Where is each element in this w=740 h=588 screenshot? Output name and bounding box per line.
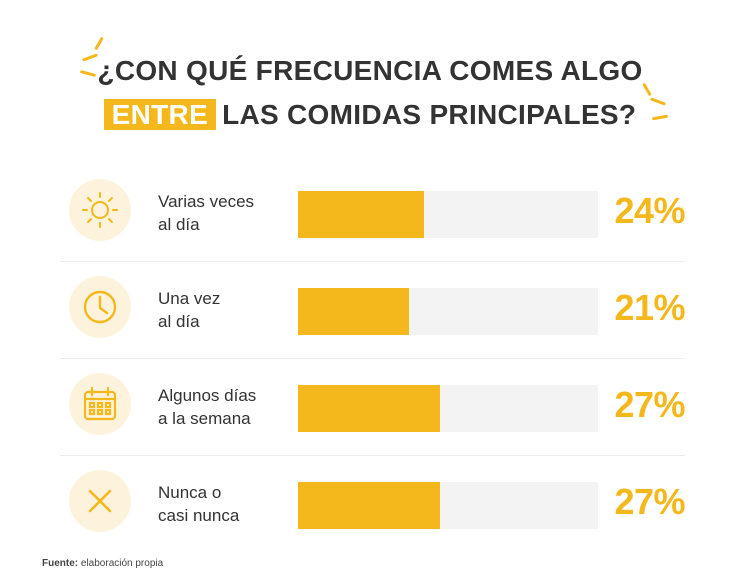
bar-row: Nunca o casi nunca 27%	[60, 456, 685, 553]
bar	[298, 385, 441, 432]
category-label-line-2: al día	[158, 312, 200, 331]
bar-track	[298, 191, 598, 238]
category-label-line-1: Una vez	[158, 289, 221, 308]
chart-title: ¿CON QUÉ FRECUENCIA COMES ALGO ENTRE LAS …	[0, 50, 740, 136]
close-icon	[69, 470, 131, 532]
category-label-line-1: Nunca o	[158, 483, 222, 502]
source-text: elaboración propia	[80, 558, 164, 569]
bar-track	[298, 385, 598, 432]
bar	[298, 288, 409, 335]
category-label: Algunos días a la semana	[158, 384, 256, 430]
category-label-line-2: al día	[158, 215, 200, 234]
category-label-line-2: casi nunca	[158, 506, 240, 525]
bar-track	[298, 482, 598, 529]
category-label: Una vez al día	[158, 287, 220, 333]
category-label: Varias veces al día	[158, 190, 254, 236]
value-label: 24%	[614, 190, 685, 231]
bar-row: Una vez al día 21%	[60, 262, 685, 359]
title-line-2-rest: LAS COMIDAS PRINCIPALES?	[222, 99, 637, 130]
bar	[298, 482, 441, 529]
value-label: 27%	[614, 384, 685, 425]
bar-row: Algunos días a la semana 27%	[60, 359, 685, 456]
row-divider	[60, 358, 685, 359]
bar	[298, 191, 425, 238]
clock-icon	[69, 276, 131, 338]
category-label-line-1: Varias veces	[158, 192, 255, 211]
row-divider	[60, 261, 685, 262]
row-divider	[60, 455, 685, 456]
title-highlight: ENTRE	[103, 99, 217, 130]
sun-icon	[69, 179, 131, 241]
bar-row: Varias veces al día 24%	[60, 165, 685, 262]
category-label-line-2: a la semana	[158, 409, 251, 428]
source-label: Fuente:	[42, 558, 79, 569]
bar-track	[298, 288, 598, 335]
calendar-icon	[69, 373, 131, 435]
source-note: Fuente: elaboración propia	[42, 558, 163, 569]
category-label: Nunca o casi nunca	[158, 481, 239, 527]
value-label: 27%	[614, 481, 685, 522]
value-label: 21%	[614, 287, 685, 328]
title-line-1: ¿CON QUÉ FRECUENCIA COMES ALGO	[97, 55, 643, 86]
category-label-line-1: Algunos días	[158, 386, 257, 405]
title-line-2: ENTRE LAS COMIDAS PRINCIPALES?	[0, 94, 740, 136]
